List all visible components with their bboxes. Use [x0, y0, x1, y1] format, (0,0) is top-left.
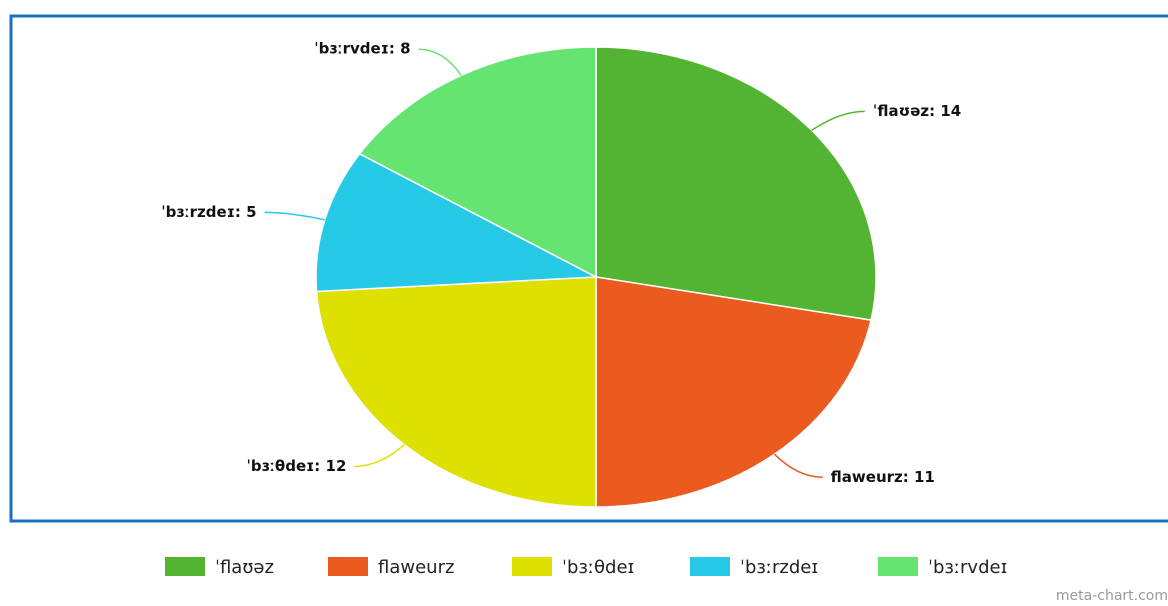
- leader-line: [264, 211, 325, 221]
- leader-line: [418, 48, 462, 76]
- pie-slice: [595, 46, 877, 321]
- legend-swatch: [328, 557, 368, 576]
- legend-label: ˈflaʊəz: [215, 557, 274, 578]
- pie-slice: [595, 276, 872, 508]
- leader-line: [354, 444, 405, 468]
- data-label: ˈbɜːθdeɪ: 12: [246, 457, 346, 475]
- leader-line: [811, 110, 865, 132]
- legend-swatch: [690, 557, 730, 576]
- legend-swatch: [878, 557, 918, 576]
- legend-label: ˈbɜːθdeɪ: [562, 557, 634, 578]
- legend-label: ˈbɜːrvdeɪ: [928, 557, 1007, 578]
- data-label: flaweurz: 11: [831, 468, 935, 486]
- pie-slice: [358, 46, 597, 279]
- leader-line: [773, 453, 823, 479]
- data-label: ˈflaʊəz: 14: [873, 102, 961, 120]
- pie-slice: [315, 152, 599, 293]
- legend-swatch: [165, 557, 205, 576]
- legend-swatch: [512, 557, 552, 576]
- data-label: ˈbɜːrzdeɪ: 5: [161, 203, 256, 221]
- legend-label: ˈbɜːrzdeɪ: [740, 557, 818, 578]
- data-label: ˈbɜːrvdeɪ: 8: [314, 40, 410, 58]
- watermark: meta-chart.com: [1056, 588, 1168, 604]
- pie-slice: [315, 276, 597, 508]
- legend-label: flaweurz: [378, 557, 454, 578]
